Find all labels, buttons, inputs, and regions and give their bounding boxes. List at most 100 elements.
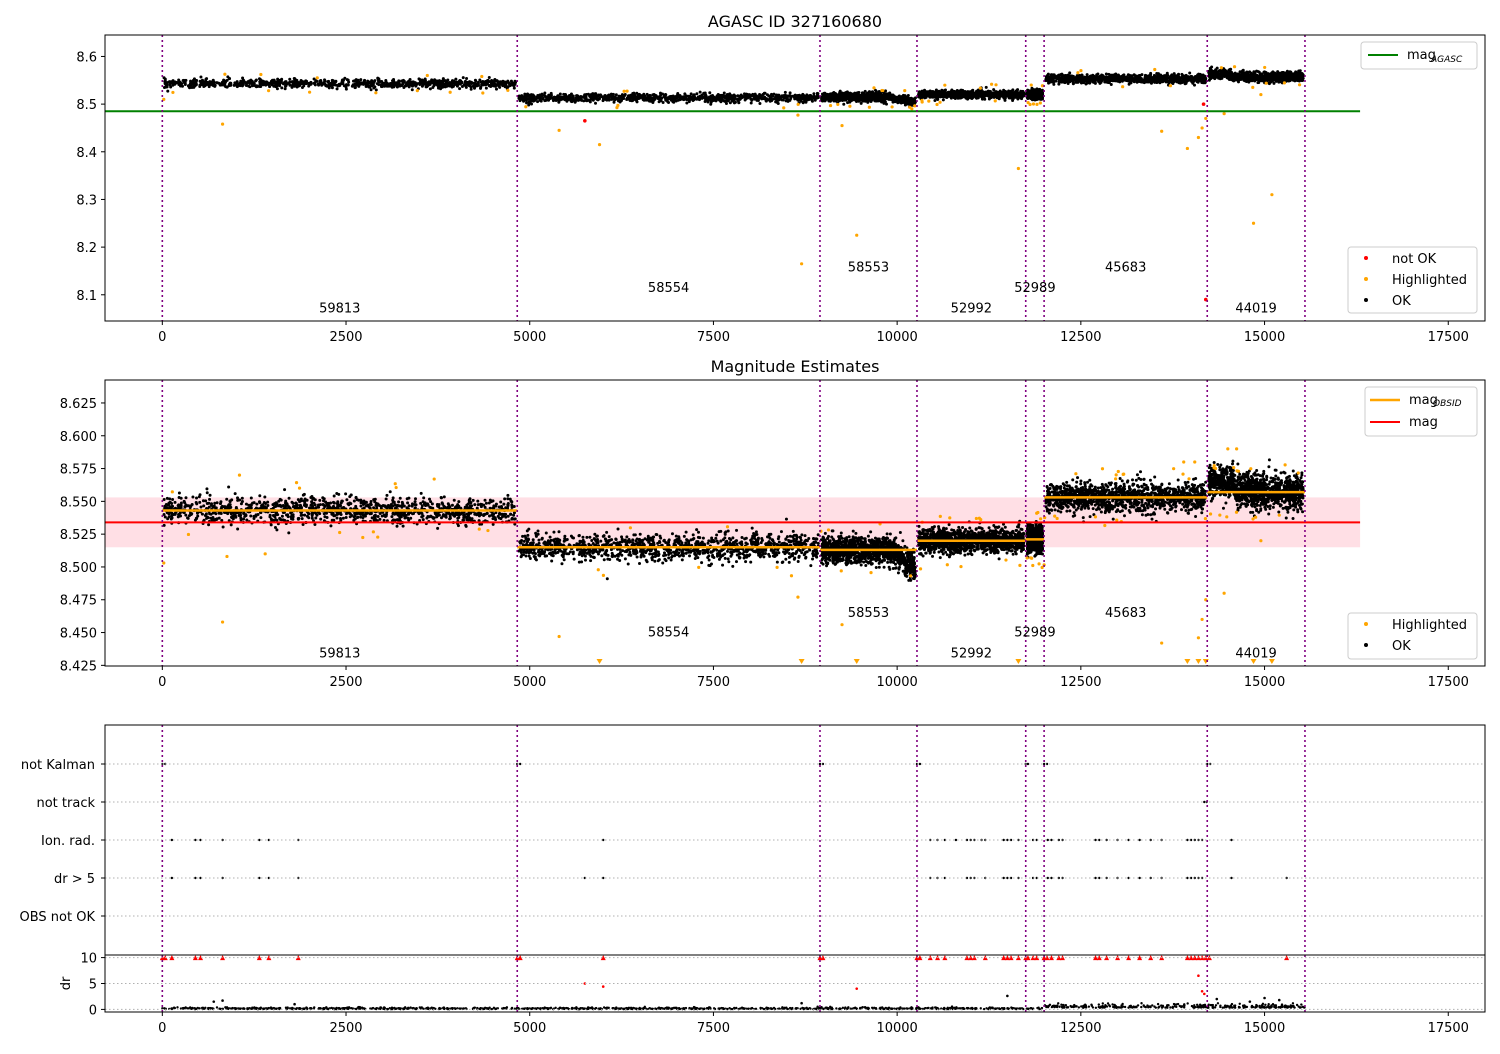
ok-point xyxy=(259,84,263,88)
ok-point xyxy=(512,86,516,90)
ok-point xyxy=(236,83,240,87)
ok-point xyxy=(370,82,374,86)
ok-point xyxy=(245,82,249,86)
ok-point xyxy=(847,92,851,96)
ok-point xyxy=(837,92,841,96)
ok-point xyxy=(249,78,253,82)
ok-point xyxy=(162,76,166,80)
ok-point xyxy=(993,92,997,96)
ok-point xyxy=(753,96,757,100)
ok-point xyxy=(369,88,373,92)
ok-point xyxy=(343,76,347,80)
ok-point xyxy=(291,82,295,86)
ok-point xyxy=(758,92,762,96)
ok-point xyxy=(807,94,811,98)
ok-point xyxy=(207,82,211,86)
ok-point xyxy=(211,81,215,85)
ok-point xyxy=(319,80,323,84)
ok-point xyxy=(904,102,908,106)
ok-point xyxy=(880,100,884,104)
ok-point xyxy=(162,86,166,90)
ok-point xyxy=(484,86,488,90)
ok-point xyxy=(377,83,381,87)
ok-point xyxy=(247,84,251,88)
ok-point xyxy=(677,97,681,101)
ok-point xyxy=(672,97,676,101)
ok-point xyxy=(376,79,380,83)
ok-point xyxy=(891,100,895,104)
ok-point xyxy=(225,85,229,89)
ok-point xyxy=(277,79,281,83)
ok-point xyxy=(437,85,441,89)
ok-point xyxy=(751,92,755,96)
ok-point xyxy=(635,100,639,104)
ok-point xyxy=(728,92,732,96)
ok-point xyxy=(669,94,673,98)
ok-point xyxy=(407,85,411,89)
ok-point xyxy=(547,98,551,102)
ok-point xyxy=(520,96,524,100)
ok-point xyxy=(407,81,411,85)
ok-point xyxy=(506,80,510,84)
ok-point xyxy=(826,96,830,100)
ok-point xyxy=(525,101,529,105)
ok-point xyxy=(583,93,587,97)
ok-point xyxy=(398,84,402,88)
ok-point xyxy=(763,95,767,99)
ok-point xyxy=(634,95,638,99)
ok-point xyxy=(943,88,947,92)
ok-point xyxy=(672,100,676,104)
ok-point xyxy=(816,92,820,96)
ok-point xyxy=(222,78,226,82)
ok-point xyxy=(605,98,609,102)
ok-point xyxy=(234,81,238,85)
ok-point xyxy=(1001,92,1005,96)
ok-point xyxy=(721,96,725,100)
ok-point xyxy=(485,79,489,83)
ok-point xyxy=(488,84,492,88)
ok-point xyxy=(788,91,792,95)
ok-point xyxy=(177,81,181,85)
ok-point xyxy=(701,96,705,100)
ok-point xyxy=(769,96,773,100)
ok-point xyxy=(543,94,547,98)
ok-point xyxy=(988,90,992,94)
ok-point xyxy=(181,78,185,82)
ok-point xyxy=(232,83,236,87)
ok-point xyxy=(460,84,464,88)
ok-point xyxy=(799,96,803,100)
ok-point xyxy=(401,80,405,84)
ok-point xyxy=(165,84,169,88)
ok-point xyxy=(603,94,607,98)
ok-point xyxy=(786,98,790,102)
ok-point xyxy=(667,100,671,104)
ok-point xyxy=(743,95,747,99)
ok-point xyxy=(538,97,542,101)
ok-point xyxy=(307,81,311,85)
ok-point xyxy=(252,83,256,87)
ok-point xyxy=(410,84,414,88)
ok-point xyxy=(596,94,600,98)
ok-point xyxy=(783,90,787,94)
ok-point xyxy=(811,95,815,99)
ok-point xyxy=(974,96,978,100)
ok-point xyxy=(1016,97,1020,101)
ok-point xyxy=(771,97,775,101)
ok-point xyxy=(334,83,338,87)
ok-point xyxy=(456,83,460,87)
ok-point xyxy=(742,92,746,96)
ok-point xyxy=(958,96,962,100)
ok-point xyxy=(387,82,391,86)
ok-point xyxy=(225,78,229,82)
ok-point xyxy=(420,81,424,85)
ok-point xyxy=(490,80,494,84)
ok-point xyxy=(684,95,688,99)
ok-point xyxy=(738,94,742,98)
ok-point xyxy=(423,80,427,84)
ok-point xyxy=(317,83,321,87)
ok-point xyxy=(327,82,331,86)
ok-point xyxy=(984,85,988,89)
ok-point xyxy=(374,88,378,92)
ok-point xyxy=(564,94,568,98)
ok-point xyxy=(971,95,975,99)
